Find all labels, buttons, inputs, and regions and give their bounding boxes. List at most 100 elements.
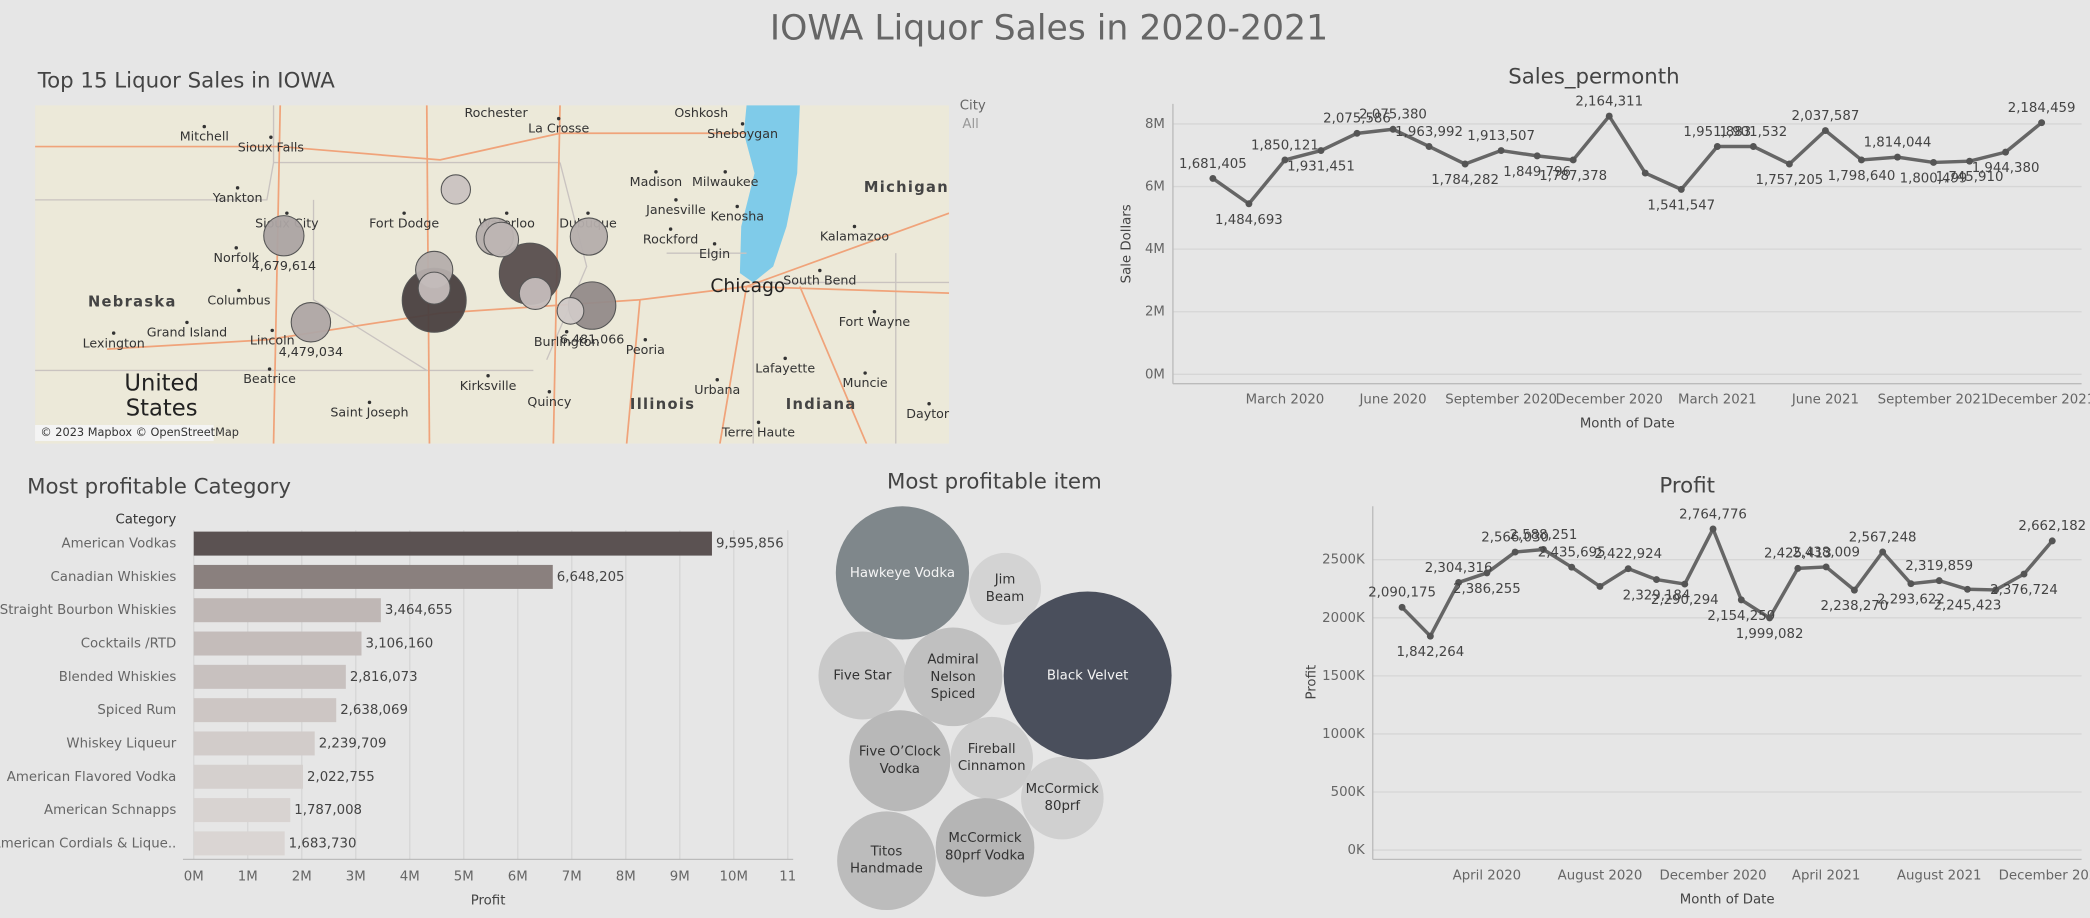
place-dot [547,389,552,394]
data-label: 1,931,451 [1287,160,1355,175]
place-dot [712,242,717,246]
bar [193,664,346,689]
place-label: Fort Dodge [369,215,439,230]
data-label: 2,386,255 [1453,582,1521,597]
bubble-label: 6,481,066 [560,331,624,346]
bubble [417,271,451,305]
bar [193,598,381,623]
bar [193,798,291,823]
data-label: 2,238,270 [1821,599,1889,614]
place-dot [818,268,822,273]
data-label: 2,319,859 [1905,559,1973,574]
place-label: Lexington [83,335,145,350]
bar [193,764,303,789]
point [1317,147,1325,155]
place-label: Rochester [464,105,528,120]
point [1426,632,1434,640]
place-dot [674,198,678,202]
data-label: 2,245,423 [1934,598,2002,613]
line [1211,114,2043,206]
point [1511,548,1519,556]
borders [35,105,950,444]
bubble [569,217,609,256]
bubble-label: McCormick 80prf Vodka [944,831,1026,864]
x-tick-label: 7M [562,870,582,885]
data-label: 1,963,992 [1395,125,1463,140]
place-dot [735,204,739,209]
bubble-label: Titos Handmade [849,844,923,877]
legend-value[interactable]: All [962,117,979,132]
chart-title: Most profitable Category [27,475,291,500]
place-label: Sheboygan [707,126,778,141]
y-tick-label: 2000K [1322,611,1366,626]
point [2020,570,2028,578]
bar [193,631,362,656]
chart-title: Top 15 Liquor Sales in IOWA [37,68,336,93]
place-label: Sioux Falls [238,139,304,154]
point [1857,156,1865,164]
bubble-label: Fireball Cinnamon [957,742,1026,775]
place-dot [564,330,569,334]
data-label: 1,757,205 [1756,173,1824,188]
data-label: 1,798,640 [1828,169,1896,184]
x-tick-label: September 2020 [1445,393,1557,408]
data-label: 1,842,264 [1396,645,1464,660]
data-label: 2,588,251 [1510,528,1578,543]
category-label: American Flavored Vodka [7,770,176,785]
point [1569,156,1577,164]
x-tick-label: 6M [508,870,528,885]
place-dot [494,101,497,104]
bar [193,698,337,723]
data-label: 2,154,259 [1707,609,1775,624]
place-label: Milwaukee [692,174,759,189]
x-tick-label: March 2021 [1678,393,1757,408]
x-tick-label: 8M [616,870,636,885]
bubble-label-box: Jim Beam [986,573,1024,605]
bubble [290,302,332,343]
bar [193,731,315,756]
x-tick-label: 1M [238,870,258,885]
place-label: Columbus [207,293,270,308]
data-label: 1,787,378 [1539,169,1607,184]
data-label: 2,304,316 [1425,561,1493,576]
point [1737,596,1745,604]
point [1389,125,1397,133]
place-dot [504,211,509,215]
data-label: 2,425,413 [1764,547,1832,562]
bubble-label: Five Star [833,668,892,683]
data-label: 2,090,175 [1368,586,1436,601]
point [1966,157,1974,165]
data-label: 1,901,532 [1719,125,1787,140]
bar [193,564,553,589]
x-tick-label: December 2021 [1999,868,2090,883]
place-dot [643,338,648,342]
bubble-label: 4,679,614 [252,258,316,273]
place-label: Madison [630,174,683,189]
data-label: 1,944,380 [1972,161,2040,176]
point [1907,580,1915,588]
chart-title: Sales_permonth [1508,64,1679,89]
place-label: Lincoln [250,333,295,348]
place-label: Muncie [843,375,888,390]
data-label: 2,662,182 [2018,519,2086,534]
place-label: Grand Island [147,325,227,340]
data-label: 1,951,883 [1683,125,1751,140]
category-label: Canadian Whiskies [51,570,177,585]
place-dot [723,170,727,174]
data-label: 1,683,730 [289,836,357,851]
data-label: 2,239,709 [319,736,387,751]
place-dot [783,356,787,361]
category-label: American Schnapps [44,803,176,818]
data-label: 2,376,724 [1990,583,2058,598]
place-label: Peoria [626,342,665,357]
point [1794,564,1802,572]
y-tick-label: 1500K [1322,669,1366,684]
point [1653,576,1660,584]
attribution-box [35,425,214,442]
point [1596,582,1604,590]
data-label: 1,541,547 [1647,198,1715,213]
point [1894,153,1901,161]
region-label: Chicago [710,276,785,297]
place-label: Burlington [534,334,600,349]
y-tick-label: 2M [1145,305,1165,320]
